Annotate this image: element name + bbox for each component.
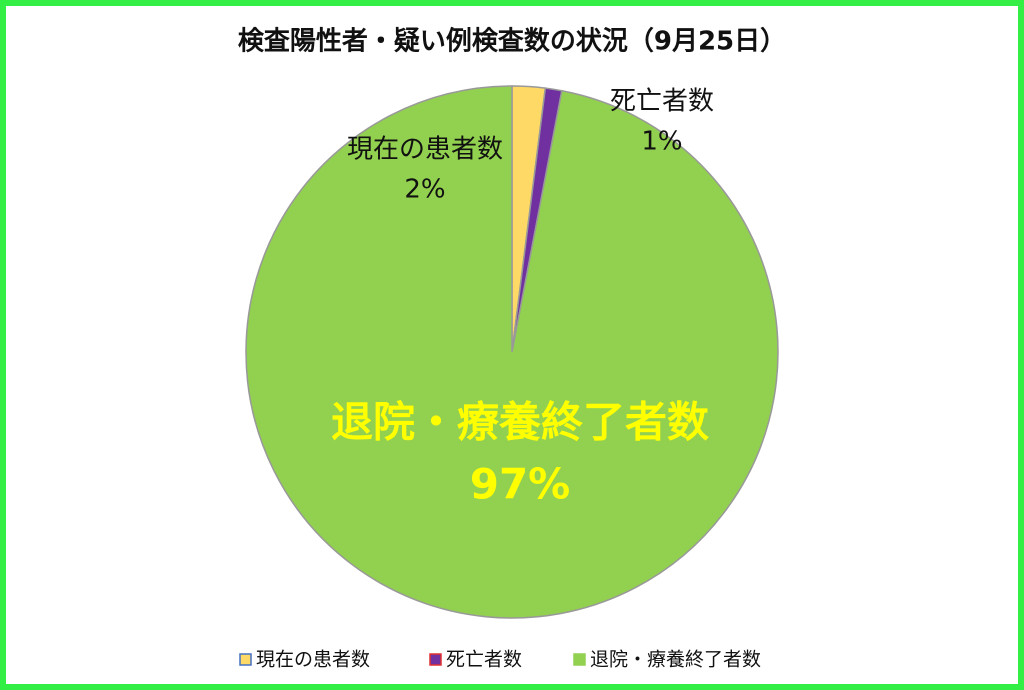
data-label-name: 死亡者数 (610, 87, 714, 117)
legend-swatch (429, 653, 442, 666)
data-label-name: 退院・療養終了者数 (331, 398, 709, 447)
data-label-value: 1% (641, 127, 682, 157)
legend-label: 退院・療養終了者数 (590, 649, 761, 671)
legend-label: 現在の患者数 (256, 649, 370, 671)
chart-title: 検査陽性者・疑い例検査数の状況（9月25日） (238, 27, 786, 57)
legend-swatch (239, 653, 252, 666)
pie-slice (245, 85, 779, 619)
legend-label: 死亡者数 (446, 649, 522, 671)
data-label-value: 2% (404, 175, 445, 205)
legend-swatch (573, 653, 586, 666)
data-label-value: 97% (470, 460, 571, 509)
data-label-name: 現在の患者数 (347, 135, 503, 165)
